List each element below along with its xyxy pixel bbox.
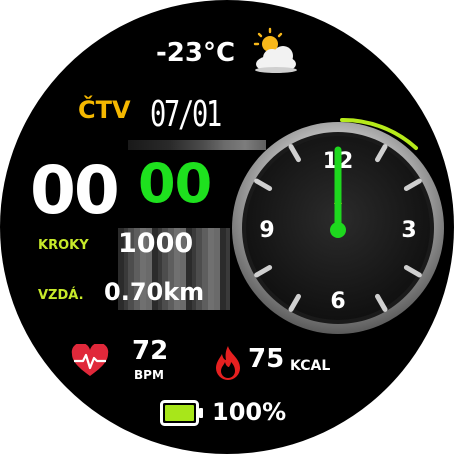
steps-value[interactable]: 1000 (118, 228, 194, 259)
digital-hour: 00 (30, 152, 120, 229)
date: 07/01 (150, 94, 222, 135)
day-of-week: ČTV (78, 96, 131, 124)
flame-icon[interactable] (212, 344, 244, 380)
battery-icon[interactable] (160, 400, 204, 426)
heart-rate-value: 72 (132, 336, 169, 366)
battery-value: 100% (212, 398, 287, 426)
temperature: -23°C (156, 38, 236, 68)
calories-value: 75 (248, 344, 285, 374)
calories-unit: KCAL (290, 358, 331, 374)
heart-rate-unit: BPM (134, 368, 164, 382)
decorative-stripe (128, 140, 266, 150)
numeral-3: 3 (401, 218, 416, 243)
partly-cloudy-icon[interactable] (250, 26, 304, 76)
steps-label: KROKY (38, 238, 89, 253)
digital-minute: 00 (138, 152, 212, 215)
distance-value[interactable]: 0.70km (104, 278, 205, 306)
heart-pulse-icon[interactable] (70, 344, 110, 378)
decorative-stripe (118, 228, 230, 310)
numeral-9: 9 (259, 218, 274, 243)
hands-pivot (330, 222, 346, 238)
analog-clock[interactable]: 12 3 6 9 (222, 112, 454, 344)
numeral-6: 6 (330, 289, 345, 314)
distance-label: VZDÁ. (38, 288, 84, 303)
